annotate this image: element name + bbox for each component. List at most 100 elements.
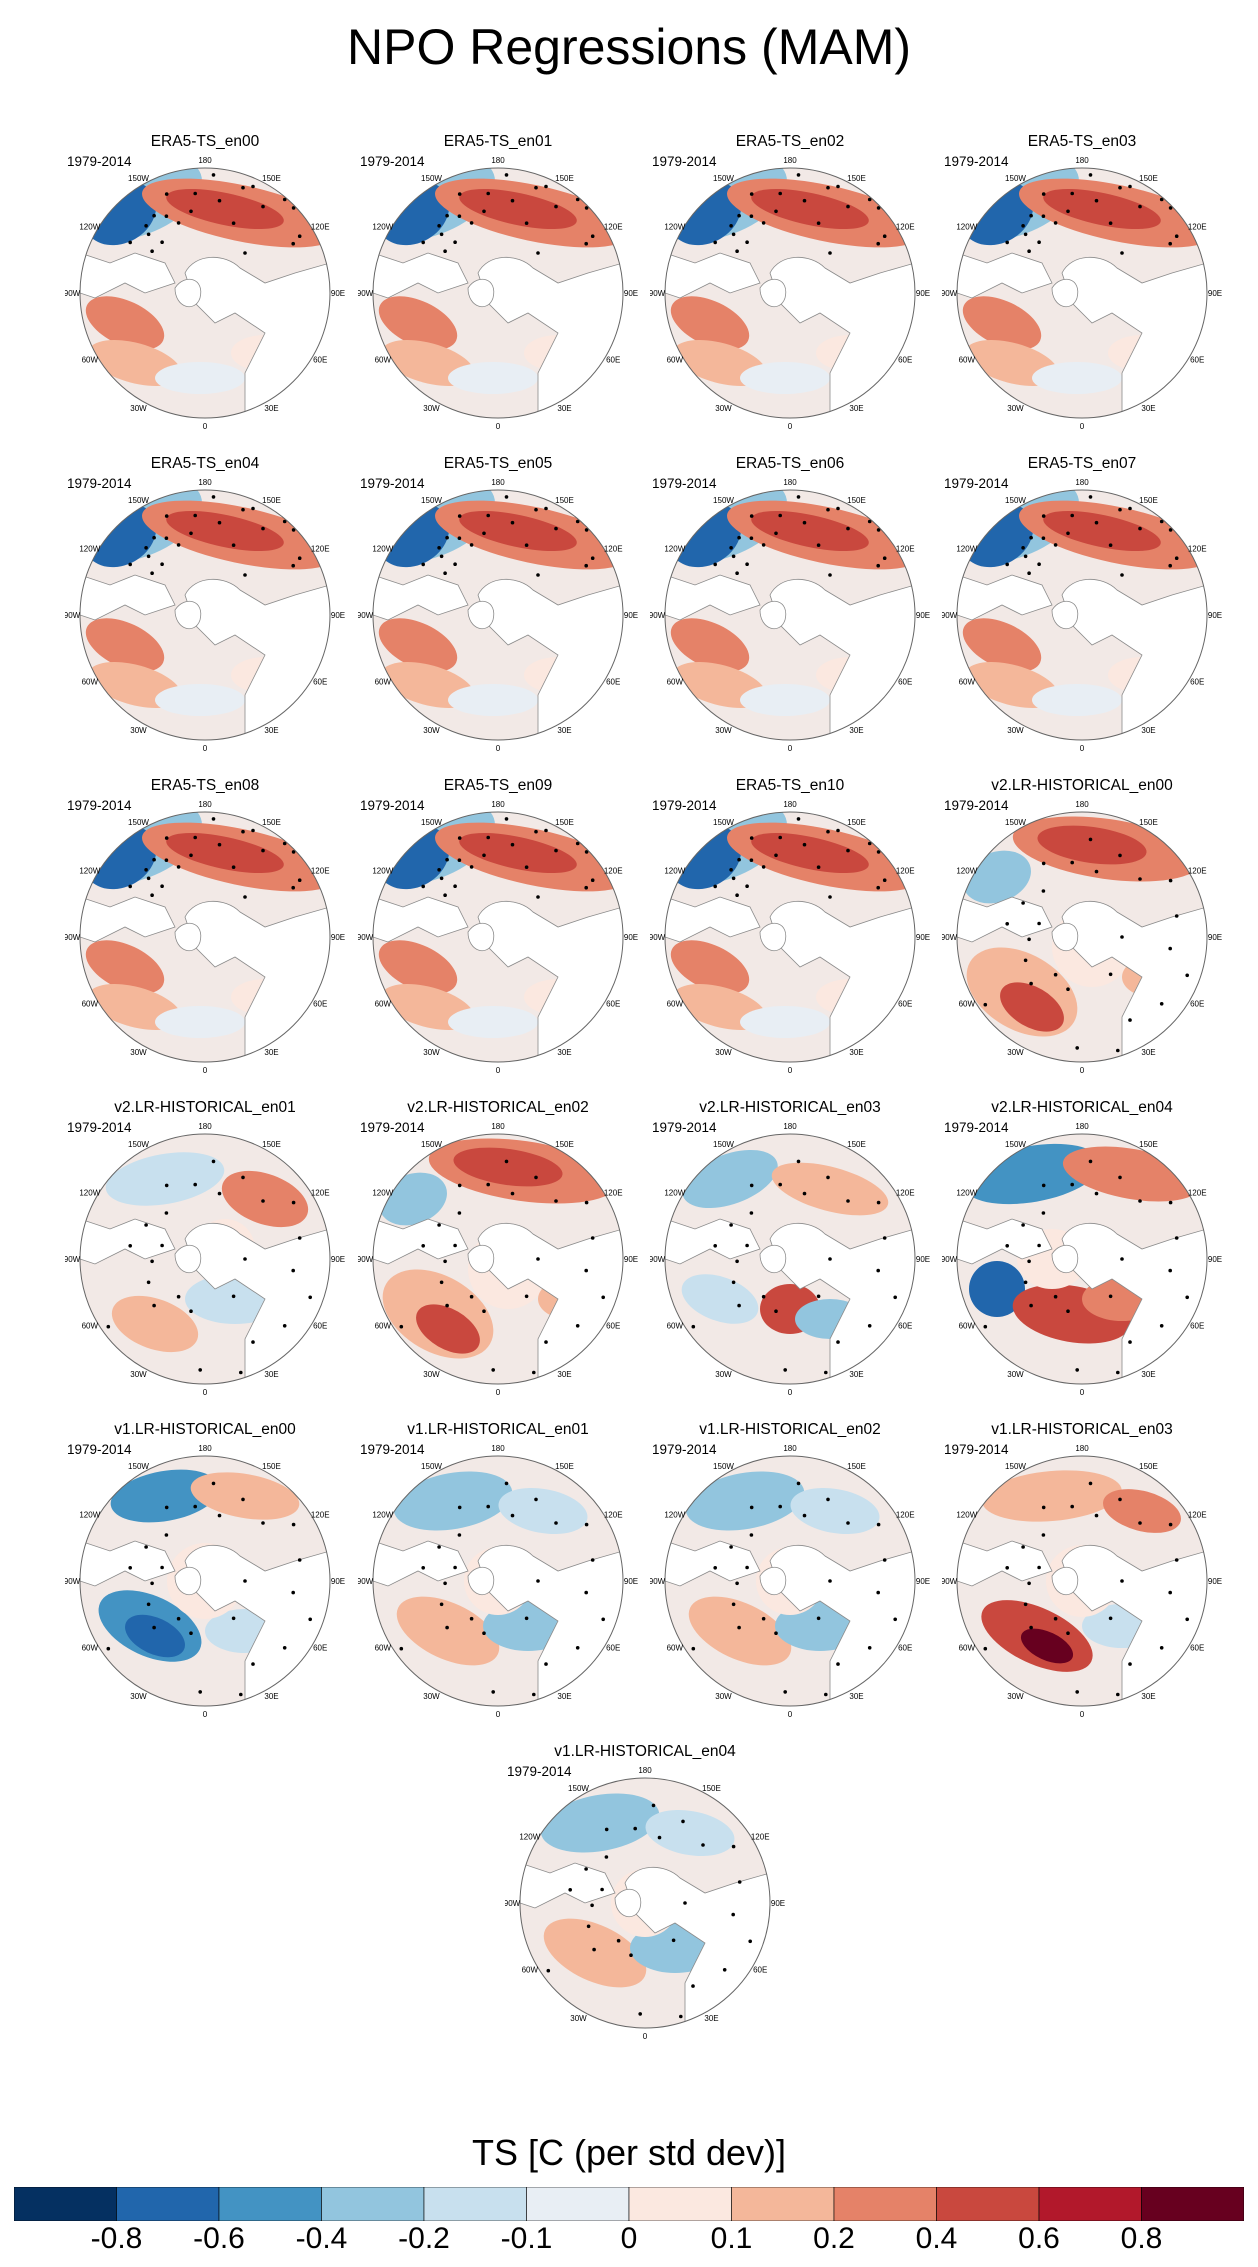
- longitude-label: 180: [783, 478, 797, 487]
- longitude-label: 180: [491, 800, 505, 809]
- warm-anomaly: [771, 1162, 889, 1216]
- longitude-label: 150E: [555, 818, 574, 827]
- colorbar-segment: [526, 2187, 630, 2221]
- cold-anomaly: [790, 1487, 880, 1535]
- longitude-label: 90E: [1208, 933, 1222, 942]
- cold-anomaly: [110, 1469, 220, 1523]
- warm-anomaly-core: [459, 510, 577, 552]
- longitude-label: 30W: [1007, 1048, 1024, 1057]
- longitude-label: 90E: [331, 1255, 345, 1264]
- land-outline: [80, 574, 330, 740]
- panel-period: 1979-2014: [944, 154, 1009, 169]
- warm-anomaly: [378, 940, 458, 994]
- panel-title: v2.LR-HISTORICAL_en01: [114, 1099, 296, 1116]
- longitude-label: 120W: [956, 1511, 977, 1520]
- longitude-label: 120E: [896, 1189, 915, 1198]
- cold-anomaly-core: [125, 1614, 185, 1658]
- panel-title: ERA5-TS_en09: [443, 777, 553, 794]
- polar-map: 180 150E 120E 90E 60E 30E 0 30W 60W 90W 120W 150W: [358, 1122, 638, 1397]
- polar-map: 180 150E 120E 90E 60E 30E 0 30W 60W 90W 120W 150W: [65, 1122, 345, 1397]
- longitude-label: 150W: [421, 818, 442, 827]
- significance-stippling: [106, 1159, 312, 1375]
- longitude-label: 90W: [650, 1255, 666, 1264]
- panel-title: ERA5-TS_en08: [150, 777, 260, 794]
- polar-map: 180 150E 120E 90E 60E 30E 0 30W 60W 90W 120W 150W: [650, 478, 930, 753]
- longitude-label: 0: [1080, 1388, 1085, 1397]
- significance-stippling: [691, 1159, 897, 1375]
- warm-anomaly: [221, 1170, 309, 1228]
- longitude-label: 60W: [522, 1966, 539, 1975]
- neutral-area: [740, 684, 830, 716]
- map-border: [664, 1455, 916, 1707]
- longitude-label: 90W: [65, 1577, 81, 1586]
- colorbar: [14, 2187, 1244, 2221]
- map-panel: v2.LR-HISTORICAL_en04 1979-2014 180 150E 120…: [942, 1099, 1222, 1399]
- panel-period: 1979-2014: [652, 798, 717, 813]
- panel-period: 1979-2014: [944, 798, 1009, 813]
- map-border: [79, 1455, 331, 1707]
- warm-anomaly-core: [166, 188, 284, 230]
- land-outline: [373, 896, 623, 1062]
- warm-anomaly: [670, 618, 750, 672]
- longitude-label: 90W: [650, 611, 666, 620]
- colorbar-segment: [321, 2187, 425, 2221]
- warm-anomaly-core: [459, 188, 577, 230]
- longitude-label: 60W: [82, 678, 99, 687]
- longitude-label: 150E: [1139, 496, 1158, 505]
- map-panel: v1.LR-HISTORICAL_en03 1979-2014 180 150E 120…: [942, 1421, 1222, 1721]
- land-outline: [80, 896, 330, 1062]
- longitude-label: 90W: [650, 933, 666, 942]
- longitude-label: 30E: [1141, 404, 1155, 413]
- significance-stippling: [106, 1481, 312, 1697]
- panel-period: 1979-2014: [507, 1764, 572, 1779]
- longitude-label: 60E: [313, 1000, 327, 1009]
- longitude-label: 30W: [1007, 404, 1024, 413]
- longitude-label: 180: [198, 478, 212, 487]
- land-outline: [80, 1540, 330, 1706]
- longitude-label: 0: [788, 744, 793, 753]
- longitude-label: 60E: [898, 1322, 912, 1331]
- longitude-label: 0: [203, 1066, 208, 1075]
- longitude-label: 150W: [568, 1784, 589, 1793]
- warm-anomaly: [111, 1295, 199, 1353]
- longitude-label: 0: [496, 1066, 501, 1075]
- colorbar-segment: [731, 2187, 835, 2221]
- longitude-label: 90E: [624, 289, 638, 298]
- longitude-label: 180: [198, 156, 212, 165]
- longitude-label: 150W: [713, 496, 734, 505]
- panel-title: v2.LR-HISTORICAL_en02: [407, 1099, 589, 1116]
- panel-title: v1.LR-HISTORICAL_en02: [699, 1421, 881, 1438]
- longitude-label: 30E: [264, 1048, 278, 1057]
- longitude-label: 90E: [624, 611, 638, 620]
- warm-anomaly: [190, 1472, 300, 1520]
- colorbar-tick-label: 0.8: [1120, 2222, 1163, 2255]
- longitude-label: 0: [496, 1710, 501, 1719]
- longitude-label: 60E: [898, 1644, 912, 1653]
- significance-stippling: [691, 495, 897, 577]
- map-border: [79, 167, 331, 419]
- longitude-label: 90E: [916, 1577, 930, 1586]
- panel-period: 1979-2014: [944, 476, 1009, 491]
- longitude-label: 30W: [130, 726, 147, 735]
- map-border: [79, 1133, 331, 1385]
- longitude-label: 0: [496, 1388, 501, 1397]
- polar-map: 180 150E 120E 90E 60E 30E 0 30W 60W 90W 120W 150W: [942, 156, 1222, 431]
- colorbar-segment: [218, 2187, 322, 2221]
- colorbar-segment: [14, 2187, 117, 2221]
- panel-period: 1979-2014: [67, 154, 132, 169]
- longitude-label: 90W: [942, 289, 958, 298]
- warm-anomaly: [85, 940, 165, 994]
- longitude-label: 60W: [667, 1000, 684, 1009]
- map-panel: v2.LR-HISTORICAL_en03 1979-2014 180 150E 120…: [650, 1099, 930, 1399]
- panel-period: 1979-2014: [67, 476, 132, 491]
- land-outline: [373, 252, 623, 418]
- colorbar-tick-label: -0.4: [295, 2222, 348, 2255]
- panel-title: v1.LR-HISTORICAL_en01: [407, 1421, 589, 1438]
- longitude-label: 90W: [358, 289, 374, 298]
- longitude-label: 150E: [847, 818, 866, 827]
- longitude-label: 180: [1075, 478, 1089, 487]
- longitude-label: 60E: [1190, 356, 1204, 365]
- warm-anomaly-core: [751, 832, 869, 874]
- longitude-label: 120W: [664, 867, 685, 876]
- longitude-label: 120E: [311, 223, 330, 232]
